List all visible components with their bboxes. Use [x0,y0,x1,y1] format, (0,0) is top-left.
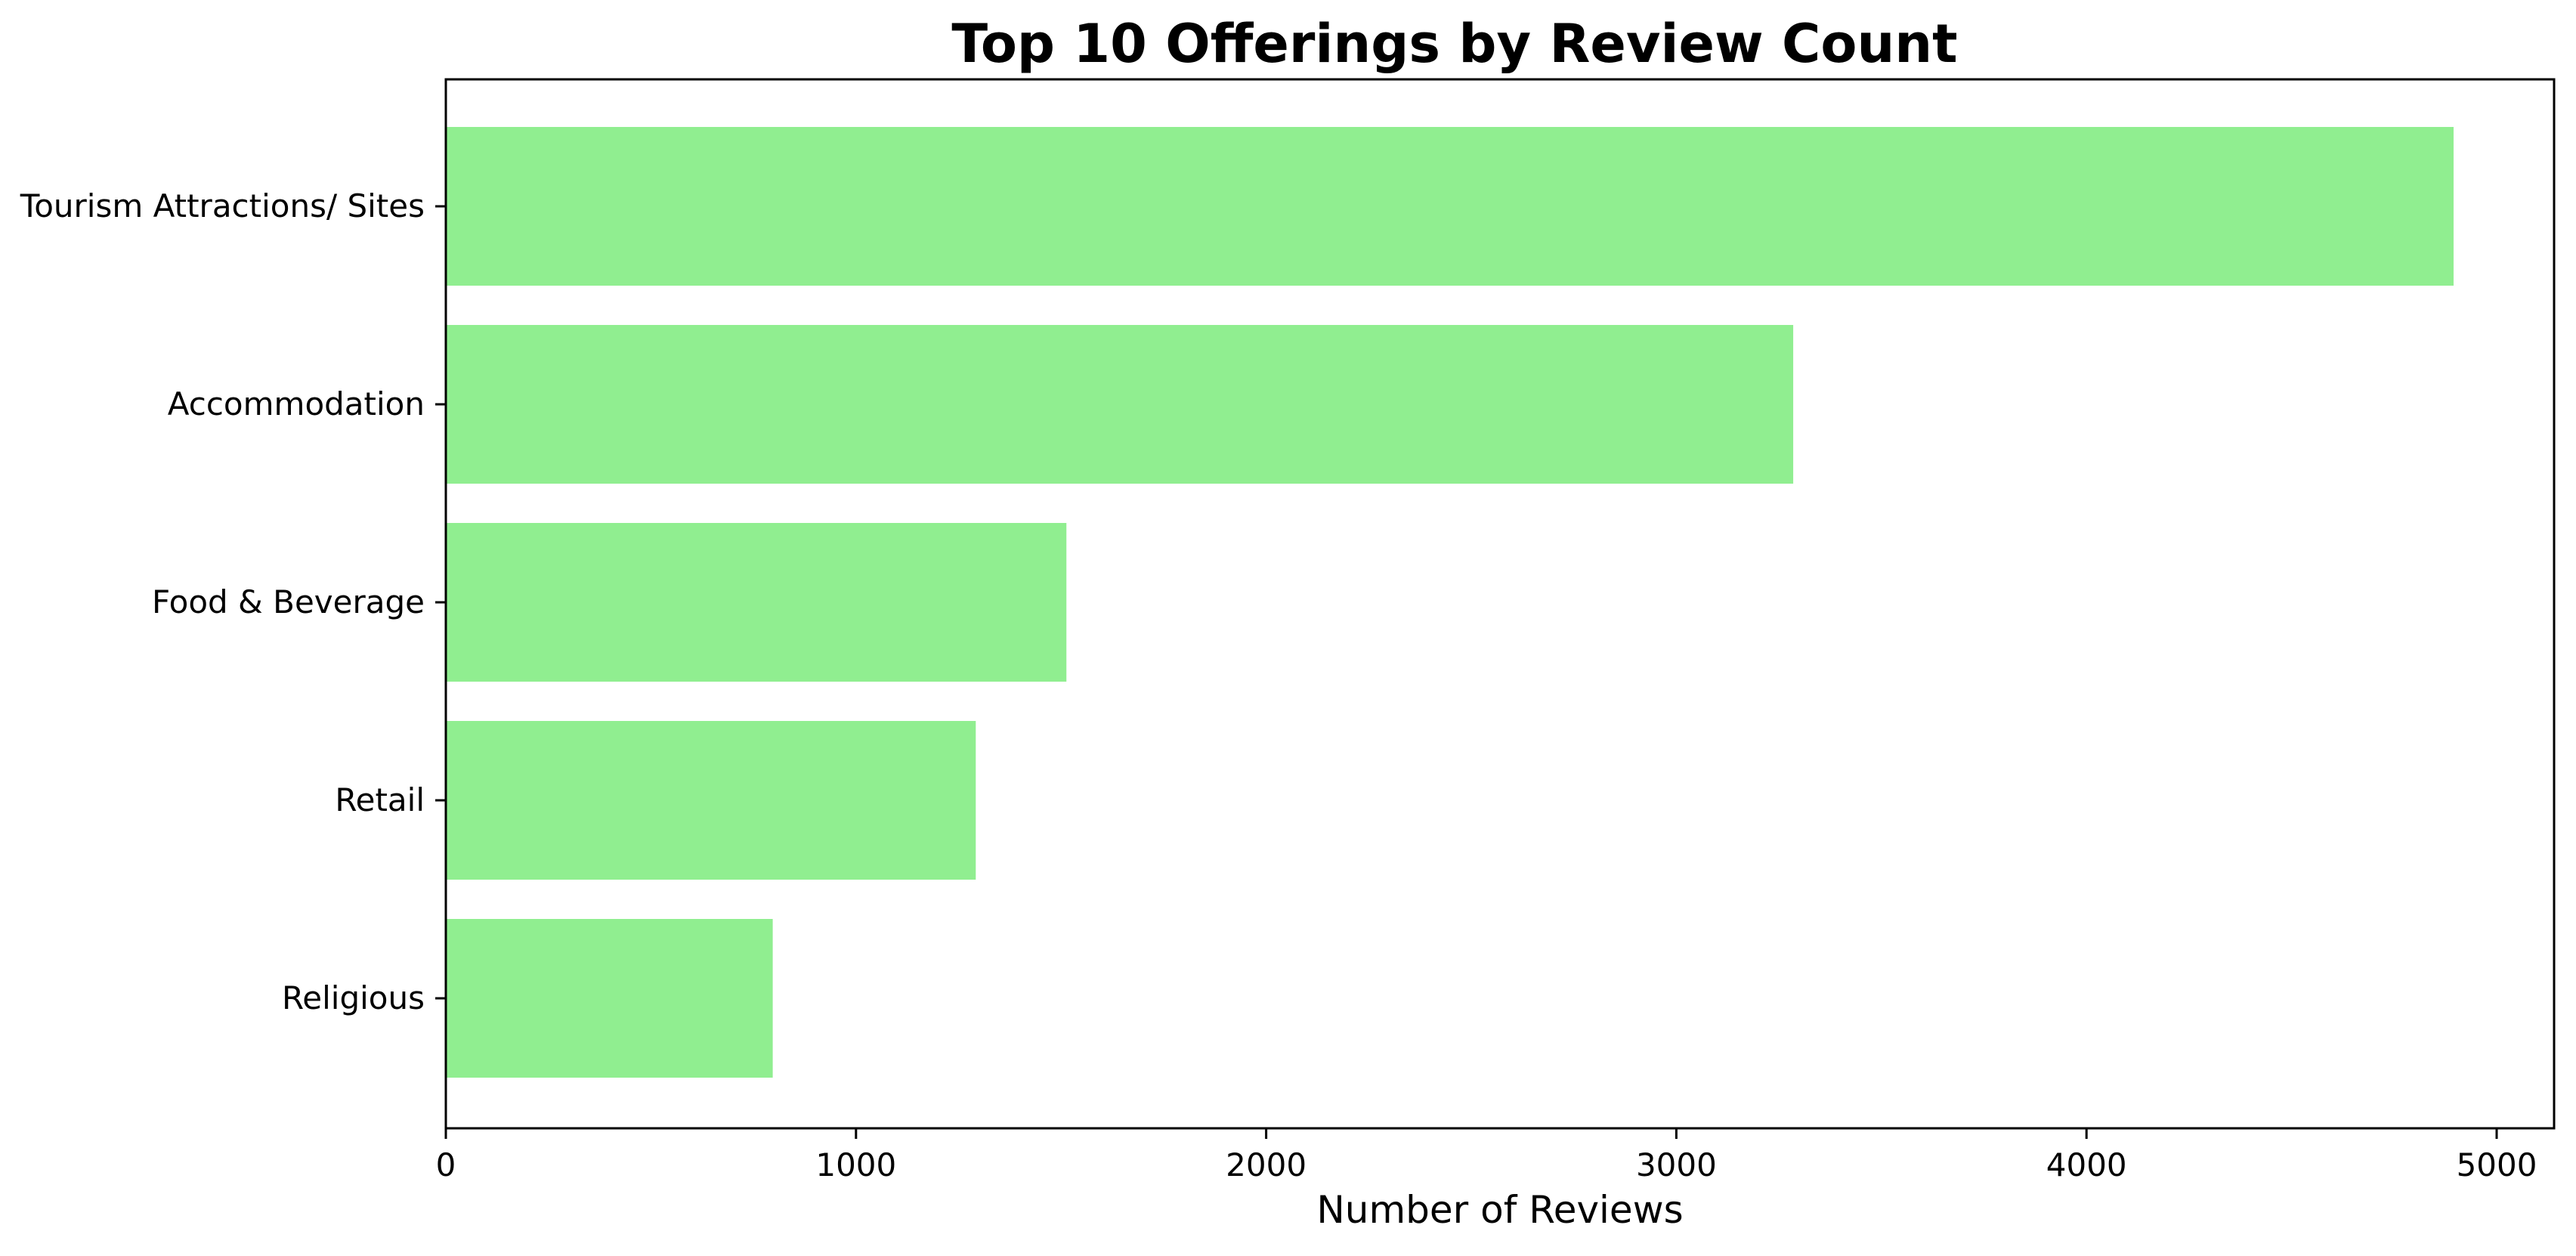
y-tick-label: Religious [282,979,425,1016]
y-tick-label: Retail [335,781,425,818]
plot-frame [444,78,2556,1130]
x-axis-label: Number of Reviews [1316,1188,1683,1232]
x-tick-label: 0 [436,1146,456,1183]
x-tick-label: 2000 [1226,1146,1307,1183]
bar-4 [446,919,773,1078]
x-tick-label: 3000 [1636,1146,1717,1183]
y-axis-ticks: Tourism Attractions/ Sites Accommodation F… [20,187,446,1016]
bars-group [446,127,2454,1078]
x-tick-label: 1000 [815,1146,896,1183]
bar-0 [446,127,2454,286]
x-tick-label: 4000 [2046,1146,2127,1183]
x-axis-ticks: 0 1000 2000 3000 4000 5000 [436,1128,2537,1183]
x-tick-label: 5000 [2457,1146,2537,1183]
bar-3 [446,721,976,880]
bar-2 [446,523,1067,682]
chart-title: Top 10 Offerings by Review Count [951,13,1957,75]
y-tick-label: Tourism Attractions/ Sites [20,187,425,224]
bar-1 [446,325,1794,484]
y-tick-label: Food & Beverage [152,583,425,620]
y-tick-label: Accommodation [168,385,425,422]
